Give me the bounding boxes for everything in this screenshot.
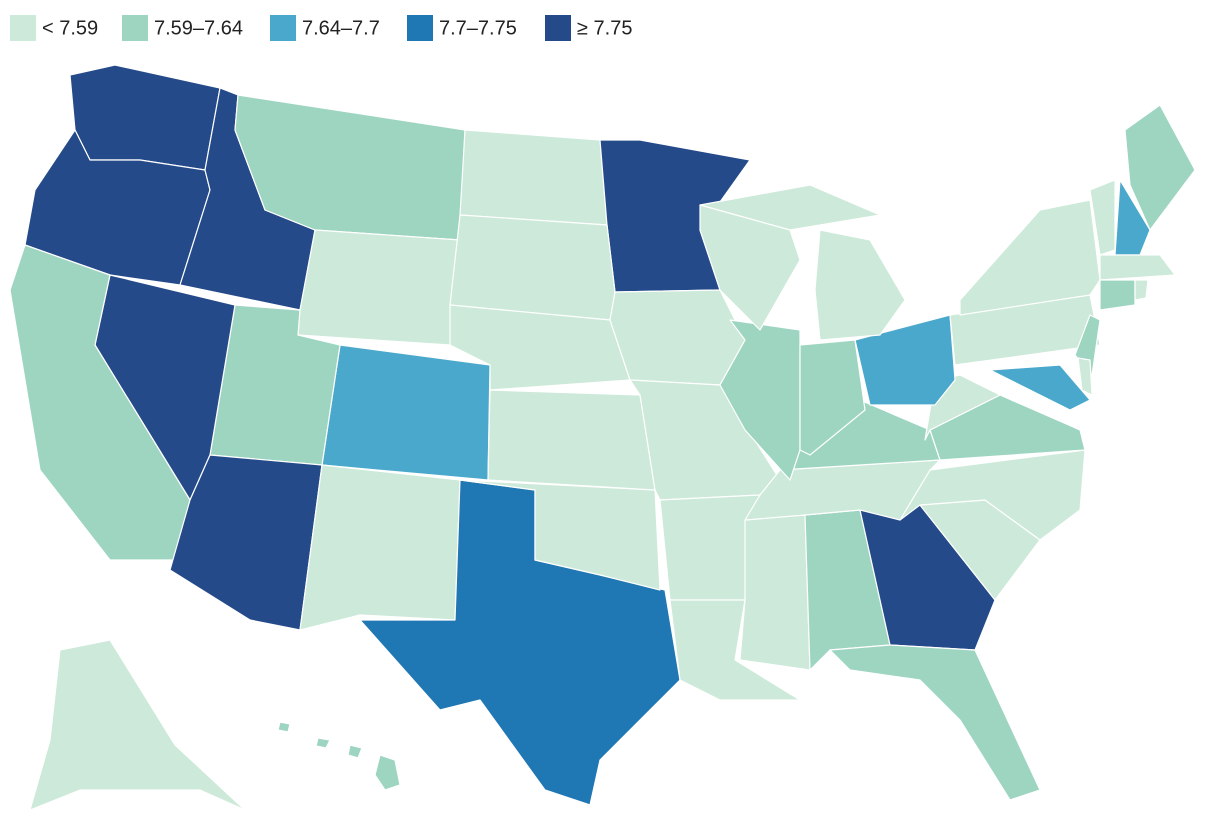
legend-label: 7.7–7.75 — [439, 17, 517, 39]
state — [449, 214, 616, 321]
legend-label: ≥ 7.75 — [577, 17, 632, 39]
state — [1124, 104, 1196, 231]
state — [739, 514, 811, 671]
states — [9, 64, 1196, 811]
legend-swatch — [122, 15, 148, 41]
legend-label: 7.64–7.7 — [302, 17, 380, 39]
state — [69, 64, 221, 171]
state — [277, 721, 291, 733]
state — [1077, 357, 1093, 396]
state — [989, 364, 1091, 411]
state — [374, 754, 401, 791]
legend: < 7.59 7.59–7.64 7.64–7.7 7.7–7.75 ≥ 7.75 — [10, 15, 632, 41]
state — [487, 389, 656, 491]
state — [814, 229, 906, 341]
legend-swatch — [270, 15, 296, 41]
state — [1099, 254, 1176, 281]
state — [829, 644, 1041, 801]
state — [799, 339, 866, 456]
state — [299, 464, 461, 631]
state — [297, 229, 461, 346]
state — [854, 314, 956, 406]
state — [699, 204, 801, 331]
state — [347, 744, 363, 759]
legend-label: < 7.59 — [42, 17, 98, 39]
legend-swatch — [10, 15, 36, 41]
legend-label: 7.59–7.64 — [154, 17, 243, 39]
state — [459, 129, 608, 226]
state — [321, 344, 491, 481]
state — [29, 639, 246, 811]
state — [1099, 279, 1136, 311]
state — [609, 289, 746, 386]
state — [1134, 279, 1149, 301]
legend-swatch — [545, 15, 571, 41]
state — [899, 449, 1086, 541]
legend-swatch — [407, 15, 433, 41]
state — [315, 737, 331, 749]
